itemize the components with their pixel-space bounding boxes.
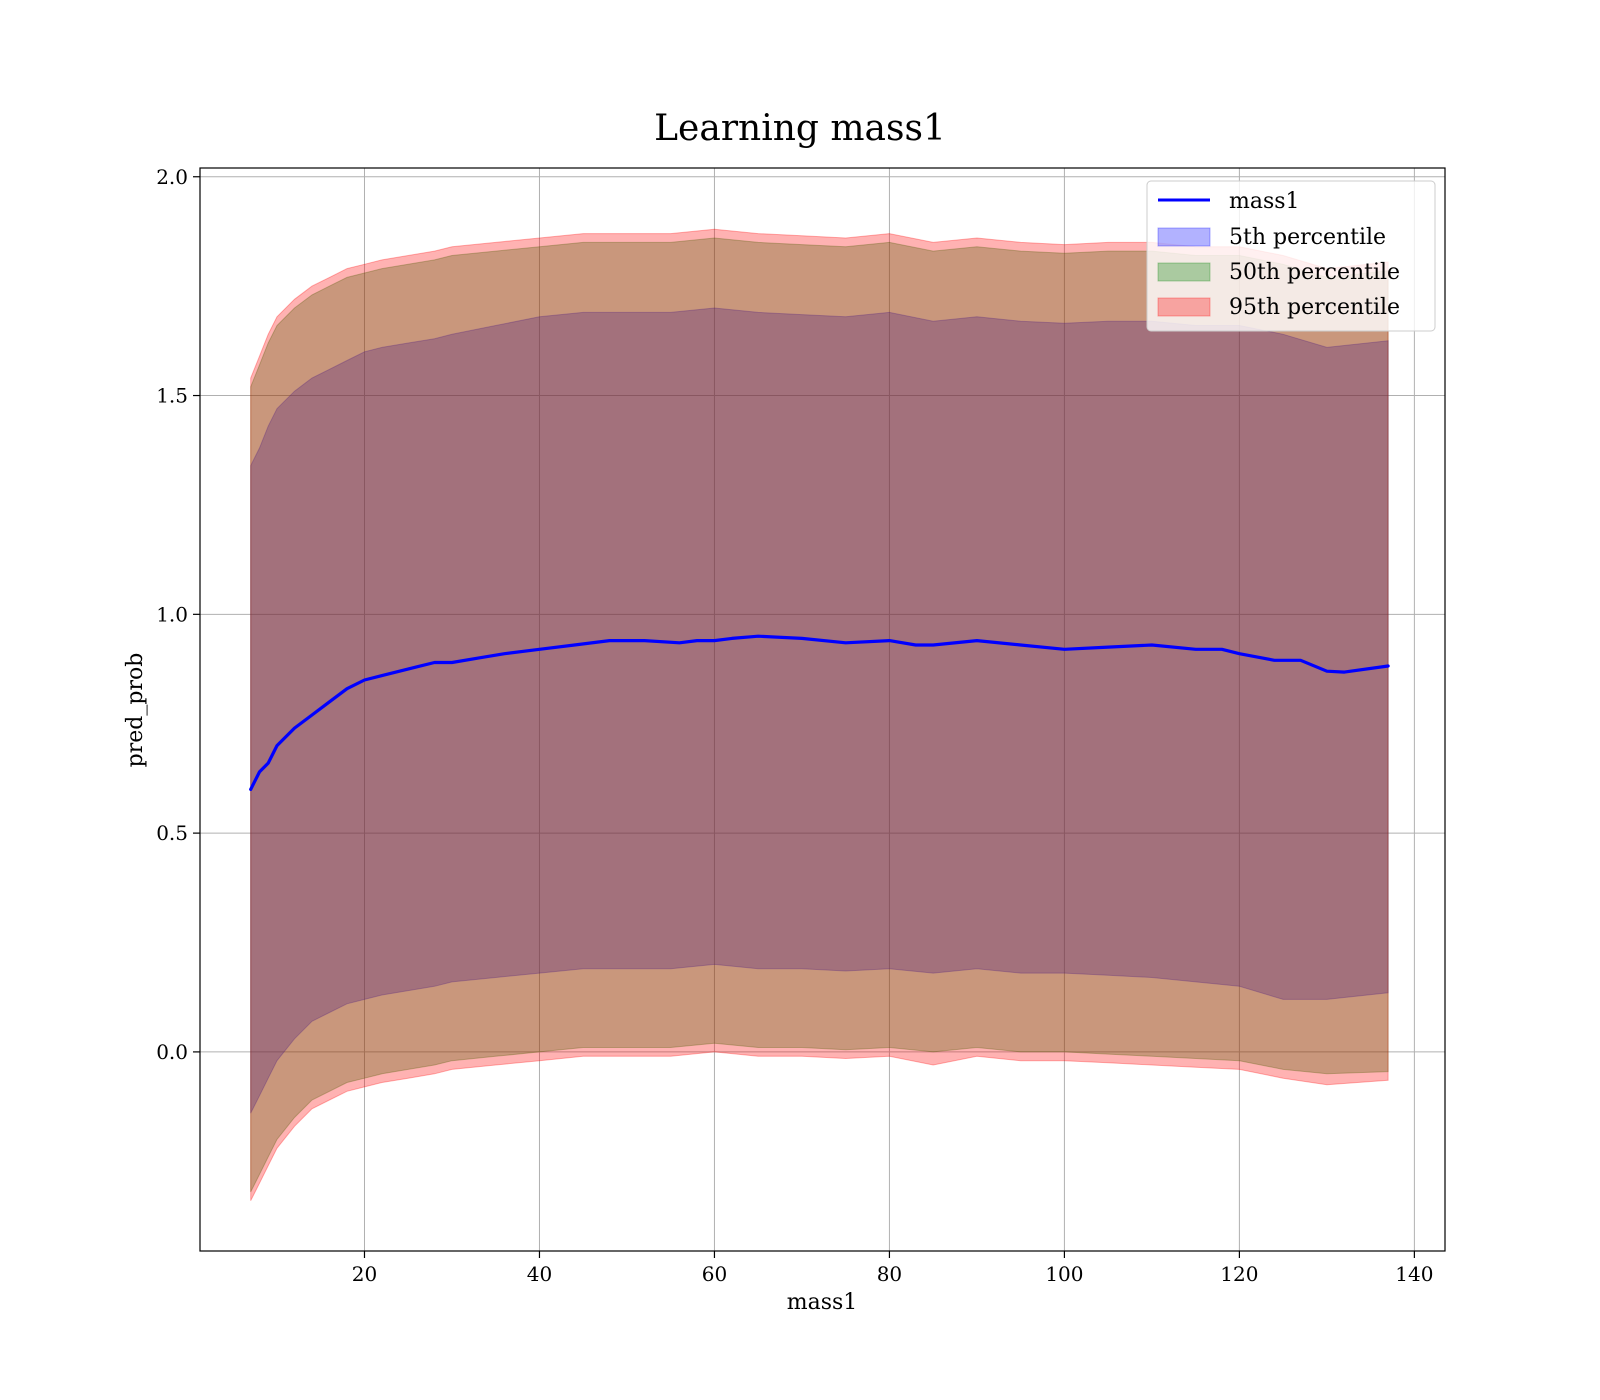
chart-title: Learning mass1 <box>654 108 946 149</box>
grid <box>200 168 1445 1251</box>
mass1-line <box>249 634 1390 792</box>
series-lines <box>249 634 1390 792</box>
x-tick-label: 60 <box>702 1262 727 1286</box>
y-tick-label: 0.5 <box>156 821 188 845</box>
x-tick-label: 80 <box>877 1262 902 1286</box>
legend-mass1-label: mass1 <box>1229 189 1300 214</box>
legend-95th-percentile-label: 95th percentile <box>1229 295 1400 320</box>
legend-95th-percentile-swatch <box>1157 297 1211 317</box>
x-tick-label: 120 <box>1220 1262 1258 1286</box>
y-tick-label: 0.0 <box>156 1040 188 1064</box>
95th-percentile-band <box>250 228 1389 1201</box>
x-tick-label: 20 <box>352 1262 377 1286</box>
y-tick-label: 2.0 <box>156 165 188 189</box>
percentile-bands <box>250 228 1389 1201</box>
x-tick-label: 100 <box>1045 1262 1083 1286</box>
y-tick-label: 1.5 <box>156 384 188 408</box>
y-axis: 0.0 0.5 1.0 1.5 2.0 <box>156 165 200 1064</box>
plot-frame <box>199 167 1446 1252</box>
y-axis-label: pred_prob <box>123 653 148 768</box>
legend-5th-percentile-label: 5th percentile <box>1229 225 1386 250</box>
legend-5th-percentile-swatch <box>1157 227 1211 247</box>
legend-box <box>1146 180 1436 332</box>
50th-percentile-band <box>250 237 1389 1193</box>
legend-50th-percentile-swatch <box>1157 262 1211 282</box>
x-axis-label: mass1 <box>787 1290 858 1315</box>
x-tick-label: 140 <box>1395 1262 1433 1286</box>
y-tick-label: 1.0 <box>156 602 188 626</box>
5th-percentile-band <box>250 307 1389 1114</box>
x-axis: 20 40 60 80 100 120 140 <box>352 1251 1433 1286</box>
legend-50th-percentile-label: 50th percentile <box>1229 260 1400 285</box>
x-tick-label: 40 <box>527 1262 552 1286</box>
legend: mass1 5th percentile 50th percentile 95t… <box>1146 180 1436 332</box>
